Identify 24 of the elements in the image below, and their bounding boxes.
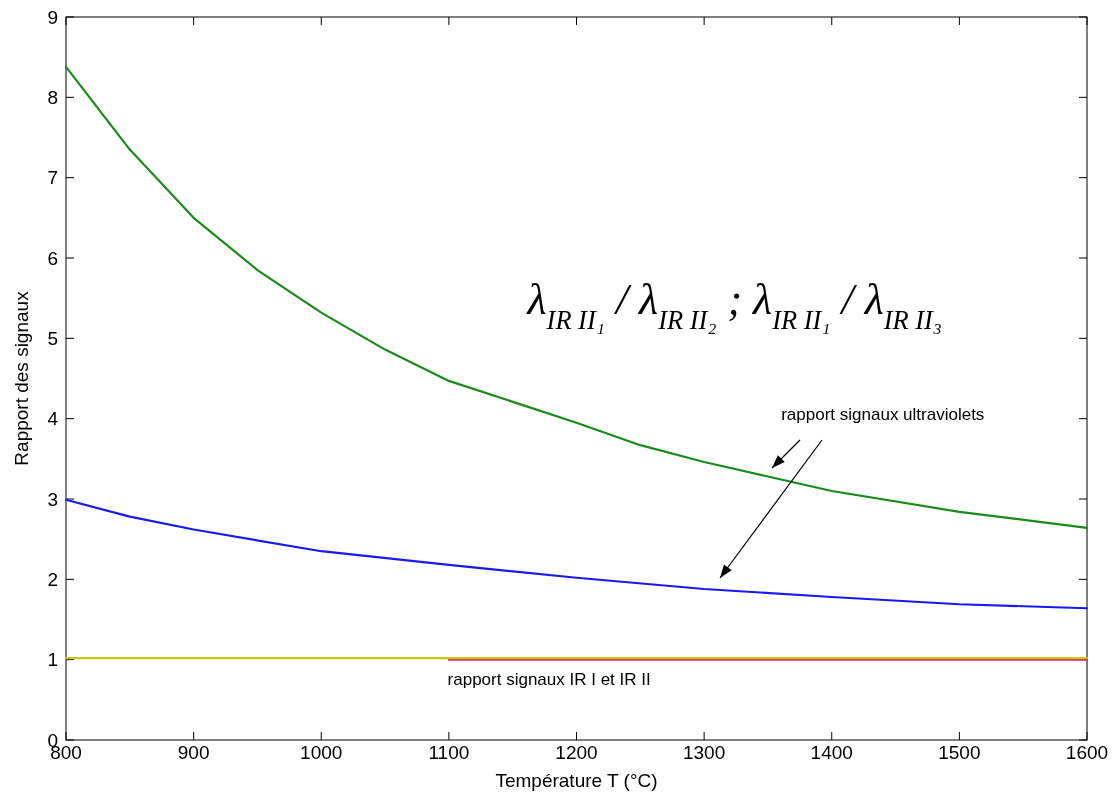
x-tick-label: 1100 [428, 742, 470, 763]
x-tick-label: 1200 [555, 742, 598, 763]
y-tick-label: 8 [47, 86, 58, 108]
y-tick-label: 7 [47, 167, 58, 189]
x-tick-label: 1600 [1065, 742, 1109, 763]
annotation: λ$_{IR II₁}$ / λ$_{IR II₂}$ ; λ$_{IR II₁}$ / λ$_{IR II₃}$ [525, 275, 942, 336]
y-axis-title: Rapport des signaux [11, 290, 32, 466]
y-tick-label: 4 [47, 408, 59, 430]
y-tick-label: 1 [47, 649, 58, 671]
x-tick-label: 900 [177, 742, 210, 763]
y-tick-label: 3 [47, 488, 58, 510]
y-tick-label: 2 [47, 568, 58, 590]
x-axis-title: Température T (°C) [495, 770, 658, 791]
line-series [64, 498, 1089, 610]
annotation: rapport signaux IR I et IR II [447, 670, 651, 690]
x-tick-label: 1300 [682, 742, 726, 763]
y-tick-label: 9 [47, 6, 58, 28]
y-tick-label: 6 [47, 247, 58, 269]
line-series [64, 65, 1089, 530]
y-tick-label: 5 [47, 327, 58, 349]
annotation: rapport signaux ultraviolets [781, 405, 985, 425]
x-tick-label: 1500 [938, 742, 981, 763]
x-tick-label: 1400 [810, 742, 853, 763]
x-tick-label: 1000 [300, 742, 343, 763]
